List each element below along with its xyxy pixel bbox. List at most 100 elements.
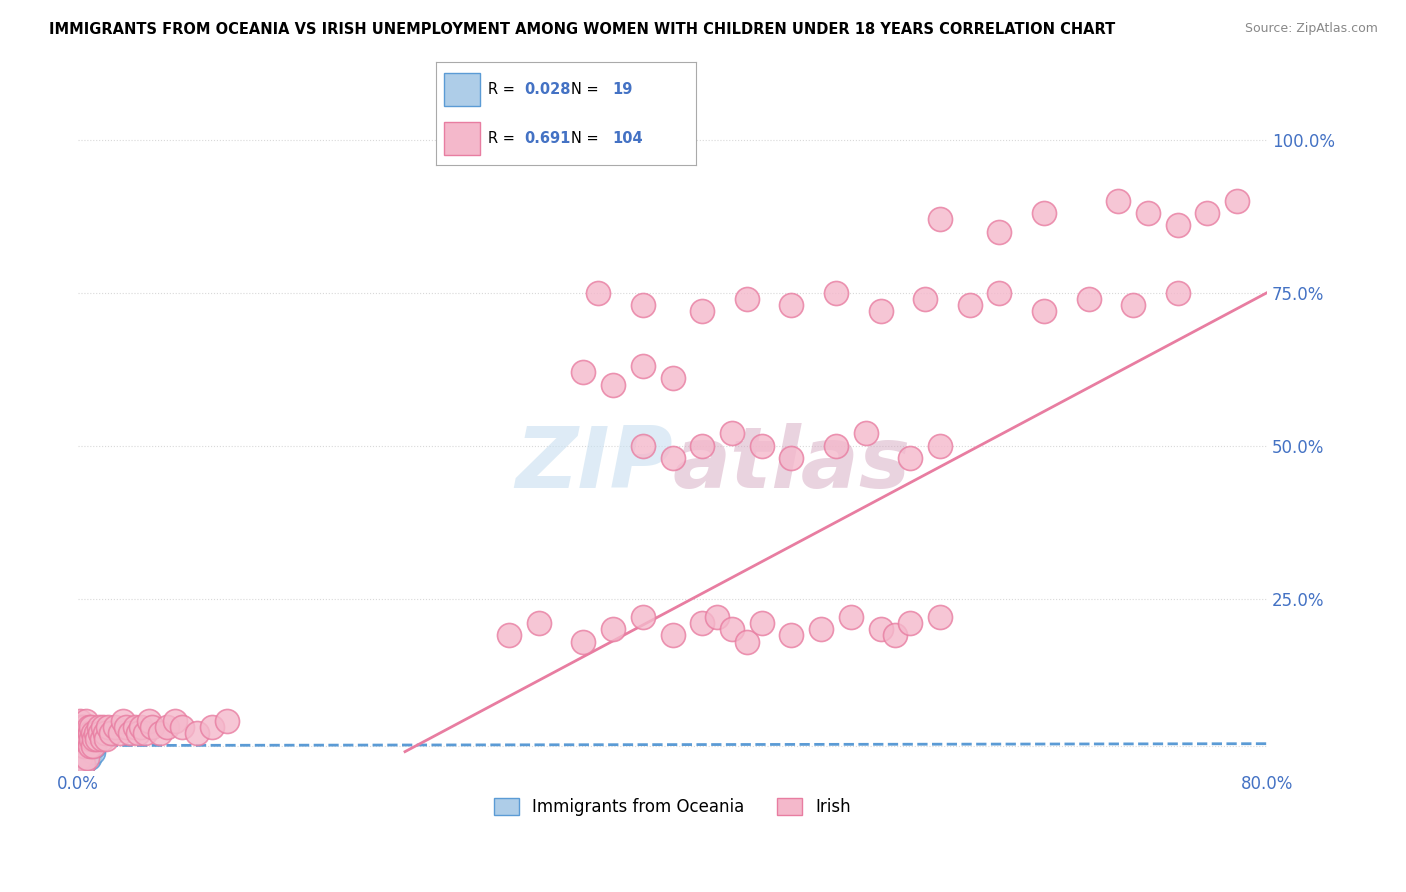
Point [67,732,90,747]
Point [186,726,208,740]
Point [79,739,101,753]
Point [77,732,100,747]
Text: N =: N = [571,131,603,146]
Point [959,298,981,312]
Point [751,616,773,631]
Point [898,616,921,631]
Text: ZIP: ZIP [515,423,672,506]
Point [690,439,713,453]
Point [721,622,744,636]
Point [929,212,952,227]
Point [988,285,1011,300]
Point [988,225,1011,239]
Point [120,726,142,740]
Text: 0.691: 0.691 [524,131,571,146]
Point [780,628,803,642]
Point [825,285,848,300]
Point [77,720,100,734]
Point [1197,206,1219,220]
Point [84,732,107,747]
Point [75,732,97,747]
Point [631,298,654,312]
Point [75,726,97,740]
Point [86,732,108,747]
Point [586,285,609,300]
Point [780,450,803,465]
Point [929,610,952,624]
Point [527,616,550,631]
Text: N =: N = [571,81,603,96]
Text: R =: R = [488,131,519,146]
Point [869,622,891,636]
Point [82,739,104,753]
Point [80,732,103,747]
Text: 19: 19 [613,81,633,96]
Point [498,628,520,642]
Point [84,726,107,740]
Point [1167,285,1189,300]
Point [100,726,122,740]
FancyBboxPatch shape [444,73,479,105]
Point [201,720,224,734]
Point [79,739,101,753]
Point [111,714,134,728]
Point [70,720,93,734]
Point [780,298,803,312]
Point [72,739,94,753]
Point [661,450,683,465]
Point [104,720,127,734]
Point [572,634,595,648]
Point [124,720,146,734]
Point [82,726,104,740]
FancyBboxPatch shape [444,122,479,155]
Point [1226,194,1249,208]
Point [72,756,94,771]
Point [1167,219,1189,233]
Point [1077,292,1099,306]
Point [898,450,921,465]
Point [87,720,110,734]
Point [1033,206,1056,220]
Point [572,365,595,379]
Point [825,439,848,453]
Point [75,714,97,728]
Point [1122,298,1144,312]
Point [77,751,100,765]
Point [70,720,93,734]
Point [721,426,744,441]
Point [76,726,98,740]
Point [631,610,654,624]
Legend: Immigrants from Oceania, Irish: Immigrants from Oceania, Irish [486,791,858,822]
Point [156,720,179,734]
Point [914,292,936,306]
Point [172,720,194,734]
Point [215,714,238,728]
Point [1137,206,1160,220]
Text: R =: R = [488,81,519,96]
Point [129,720,152,734]
Point [114,720,136,734]
Point [73,732,96,747]
Point [735,634,758,648]
Text: atlas: atlas [672,423,911,506]
Point [690,616,713,631]
Point [149,726,172,740]
Point [631,359,654,373]
Point [751,439,773,453]
Point [76,732,98,747]
Point [97,720,120,734]
Text: IMMIGRANTS FROM OCEANIA VS IRISH UNEMPLOYMENT AMONG WOMEN WITH CHILDREN UNDER 18: IMMIGRANTS FROM OCEANIA VS IRISH UNEMPLO… [49,22,1115,37]
Point [70,732,93,747]
Point [89,726,111,740]
Point [138,714,160,728]
Point [70,745,93,759]
Point [69,726,91,740]
Text: Source: ZipAtlas.com: Source: ZipAtlas.com [1244,22,1378,36]
Point [869,304,891,318]
Point [163,714,186,728]
Point [69,751,91,765]
Point [90,732,112,747]
Point [1107,194,1129,208]
Point [1033,304,1056,318]
Point [127,726,149,740]
